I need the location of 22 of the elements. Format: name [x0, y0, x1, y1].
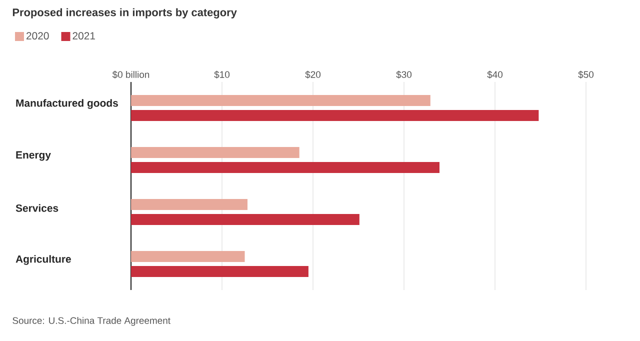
bar	[131, 266, 308, 277]
source-note: Source: U.S.-China Trade Agreement	[12, 316, 170, 326]
legend-label: 2020	[26, 32, 49, 40]
y-tick-label: Manufactured goods	[16, 99, 118, 109]
x-tick-label: $40	[487, 70, 503, 78]
y-tick-label: Energy	[16, 151, 51, 161]
y-tick-label: Agriculture	[16, 255, 71, 265]
x-tick-label: $10	[214, 70, 230, 78]
x-tick-label: $50	[578, 70, 594, 78]
x-tick-label: $30	[396, 70, 412, 78]
bar	[131, 95, 430, 106]
y-tick-label: Services	[16, 204, 58, 212]
x-tick-label: $0 billion	[112, 70, 150, 78]
chart-title: Proposed increases in imports by category	[12, 8, 237, 18]
bar	[131, 110, 539, 122]
bar	[131, 251, 245, 262]
bar	[131, 199, 248, 210]
x-tick-label: $20	[305, 70, 321, 78]
bar	[131, 162, 440, 174]
bar	[131, 214, 360, 225]
legend-label: 2021	[72, 32, 95, 40]
bar	[131, 147, 300, 158]
